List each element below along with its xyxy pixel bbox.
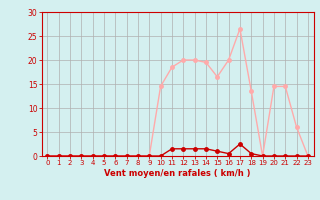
X-axis label: Vent moyen/en rafales ( km/h ): Vent moyen/en rafales ( km/h )	[104, 169, 251, 178]
